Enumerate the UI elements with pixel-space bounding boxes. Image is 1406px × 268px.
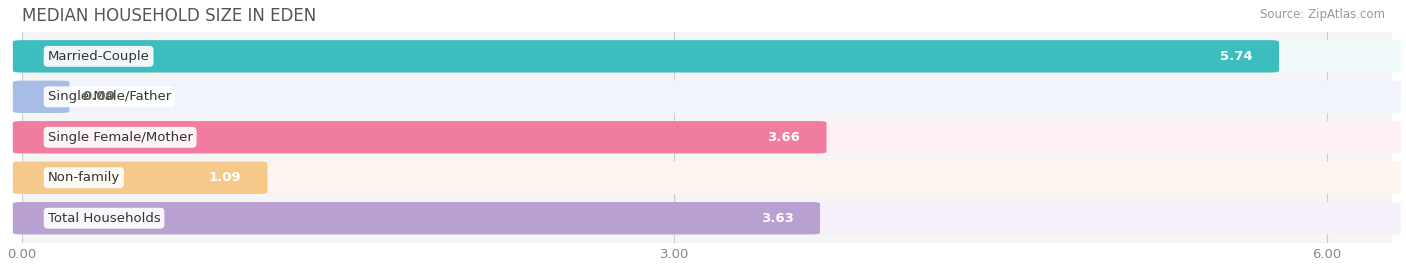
Text: Married-Couple: Married-Couple <box>48 50 149 63</box>
FancyBboxPatch shape <box>13 121 827 154</box>
Text: 3.66: 3.66 <box>768 131 800 144</box>
Text: Total Households: Total Households <box>48 212 160 225</box>
Text: Source: ZipAtlas.com: Source: ZipAtlas.com <box>1260 8 1385 21</box>
FancyBboxPatch shape <box>13 81 69 113</box>
Text: Single Female/Mother: Single Female/Mother <box>48 131 193 144</box>
FancyBboxPatch shape <box>13 121 1400 154</box>
Text: 5.74: 5.74 <box>1220 50 1253 63</box>
FancyBboxPatch shape <box>13 162 267 194</box>
FancyBboxPatch shape <box>13 162 1400 194</box>
Text: MEDIAN HOUSEHOLD SIZE IN EDEN: MEDIAN HOUSEHOLD SIZE IN EDEN <box>21 7 316 25</box>
FancyBboxPatch shape <box>13 81 1400 113</box>
Text: 0.00: 0.00 <box>83 90 115 103</box>
FancyBboxPatch shape <box>13 40 1400 73</box>
FancyBboxPatch shape <box>13 202 1400 234</box>
Text: 1.09: 1.09 <box>208 171 242 184</box>
Text: Non-family: Non-family <box>48 171 120 184</box>
FancyBboxPatch shape <box>13 40 1279 73</box>
Text: Single Male/Father: Single Male/Father <box>48 90 172 103</box>
FancyBboxPatch shape <box>13 202 820 234</box>
Text: 3.63: 3.63 <box>761 212 794 225</box>
